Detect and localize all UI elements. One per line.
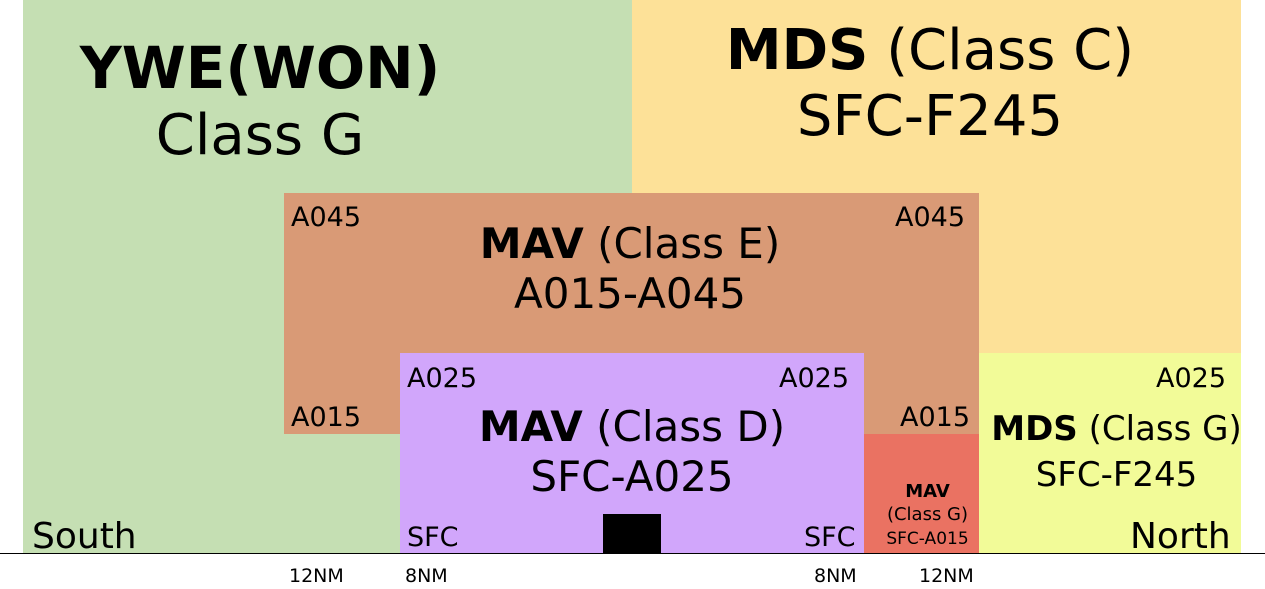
distance-label: 12NM (289, 565, 344, 587)
mav-e-lower-right: A015 (900, 402, 971, 433)
mav-d-name: MAV (478, 402, 583, 451)
mds-g-name: MDS (991, 409, 1078, 449)
mds-class-g-title: MDS (Class G) SFC-F245 (979, 407, 1254, 499)
mav-g-class: (Class G) (886, 504, 969, 526)
mds-c-range: SFC-F245 (796, 84, 1064, 150)
mds-class-c-title: MDS (Class C) SFC-F245 (700, 18, 1160, 150)
mds-c-name: MDS (725, 18, 869, 83)
mav-e-name: MAV (479, 219, 584, 268)
mav-g-name: MAV (905, 481, 950, 502)
mav-e-class: (Class E) (597, 219, 781, 268)
ywe-name: YWE(WON) (79, 34, 441, 102)
airport-marker (603, 514, 661, 553)
zone-mav-class-e-lower-right (864, 353, 979, 434)
mav-d-lower-left: SFC (407, 522, 459, 553)
direction-south: South (32, 516, 137, 557)
mav-class-d-title: MAV (Class D) SFC-A025 (432, 402, 832, 501)
mds-g-class: (Class G) (1088, 409, 1242, 449)
ground-line (0, 553, 1265, 554)
mav-d-class: (Class D) (596, 402, 786, 451)
mav-g-range: SFC-A015 (886, 528, 969, 549)
mav-class-e-title: MAV (Class E) A015-A045 (430, 219, 830, 318)
mav-d-lower-right: SFC (804, 522, 856, 553)
zone-mav-class-g (864, 434, 979, 553)
mav-e-upper-right: A045 (895, 202, 966, 233)
mav-d-upper-left: A025 (407, 363, 478, 394)
direction-north: North (1130, 516, 1231, 557)
distance-label: 12NM (919, 565, 974, 587)
mav-class-g-title: MAV (Class G) SFC-A015 (864, 480, 991, 550)
distance-label: 8NM (405, 565, 448, 587)
zone-mds-class-g (979, 353, 1241, 553)
mds-g-upper: A025 (1156, 363, 1227, 394)
mav-e-lower-left: A015 (291, 402, 362, 433)
mav-e-upper-left: A045 (291, 202, 362, 233)
mav-e-range: A015-A045 (513, 268, 747, 318)
mav-d-upper-right: A025 (779, 363, 850, 394)
mds-c-class: (Class C) (886, 18, 1135, 83)
mds-g-range: SFC-F245 (1035, 454, 1198, 495)
ywe-title: YWE(WON) Class G (60, 34, 460, 169)
ywe-class: Class G (155, 103, 365, 169)
distance-label: 8NM (814, 565, 857, 587)
mav-d-range: SFC-A025 (530, 451, 734, 501)
